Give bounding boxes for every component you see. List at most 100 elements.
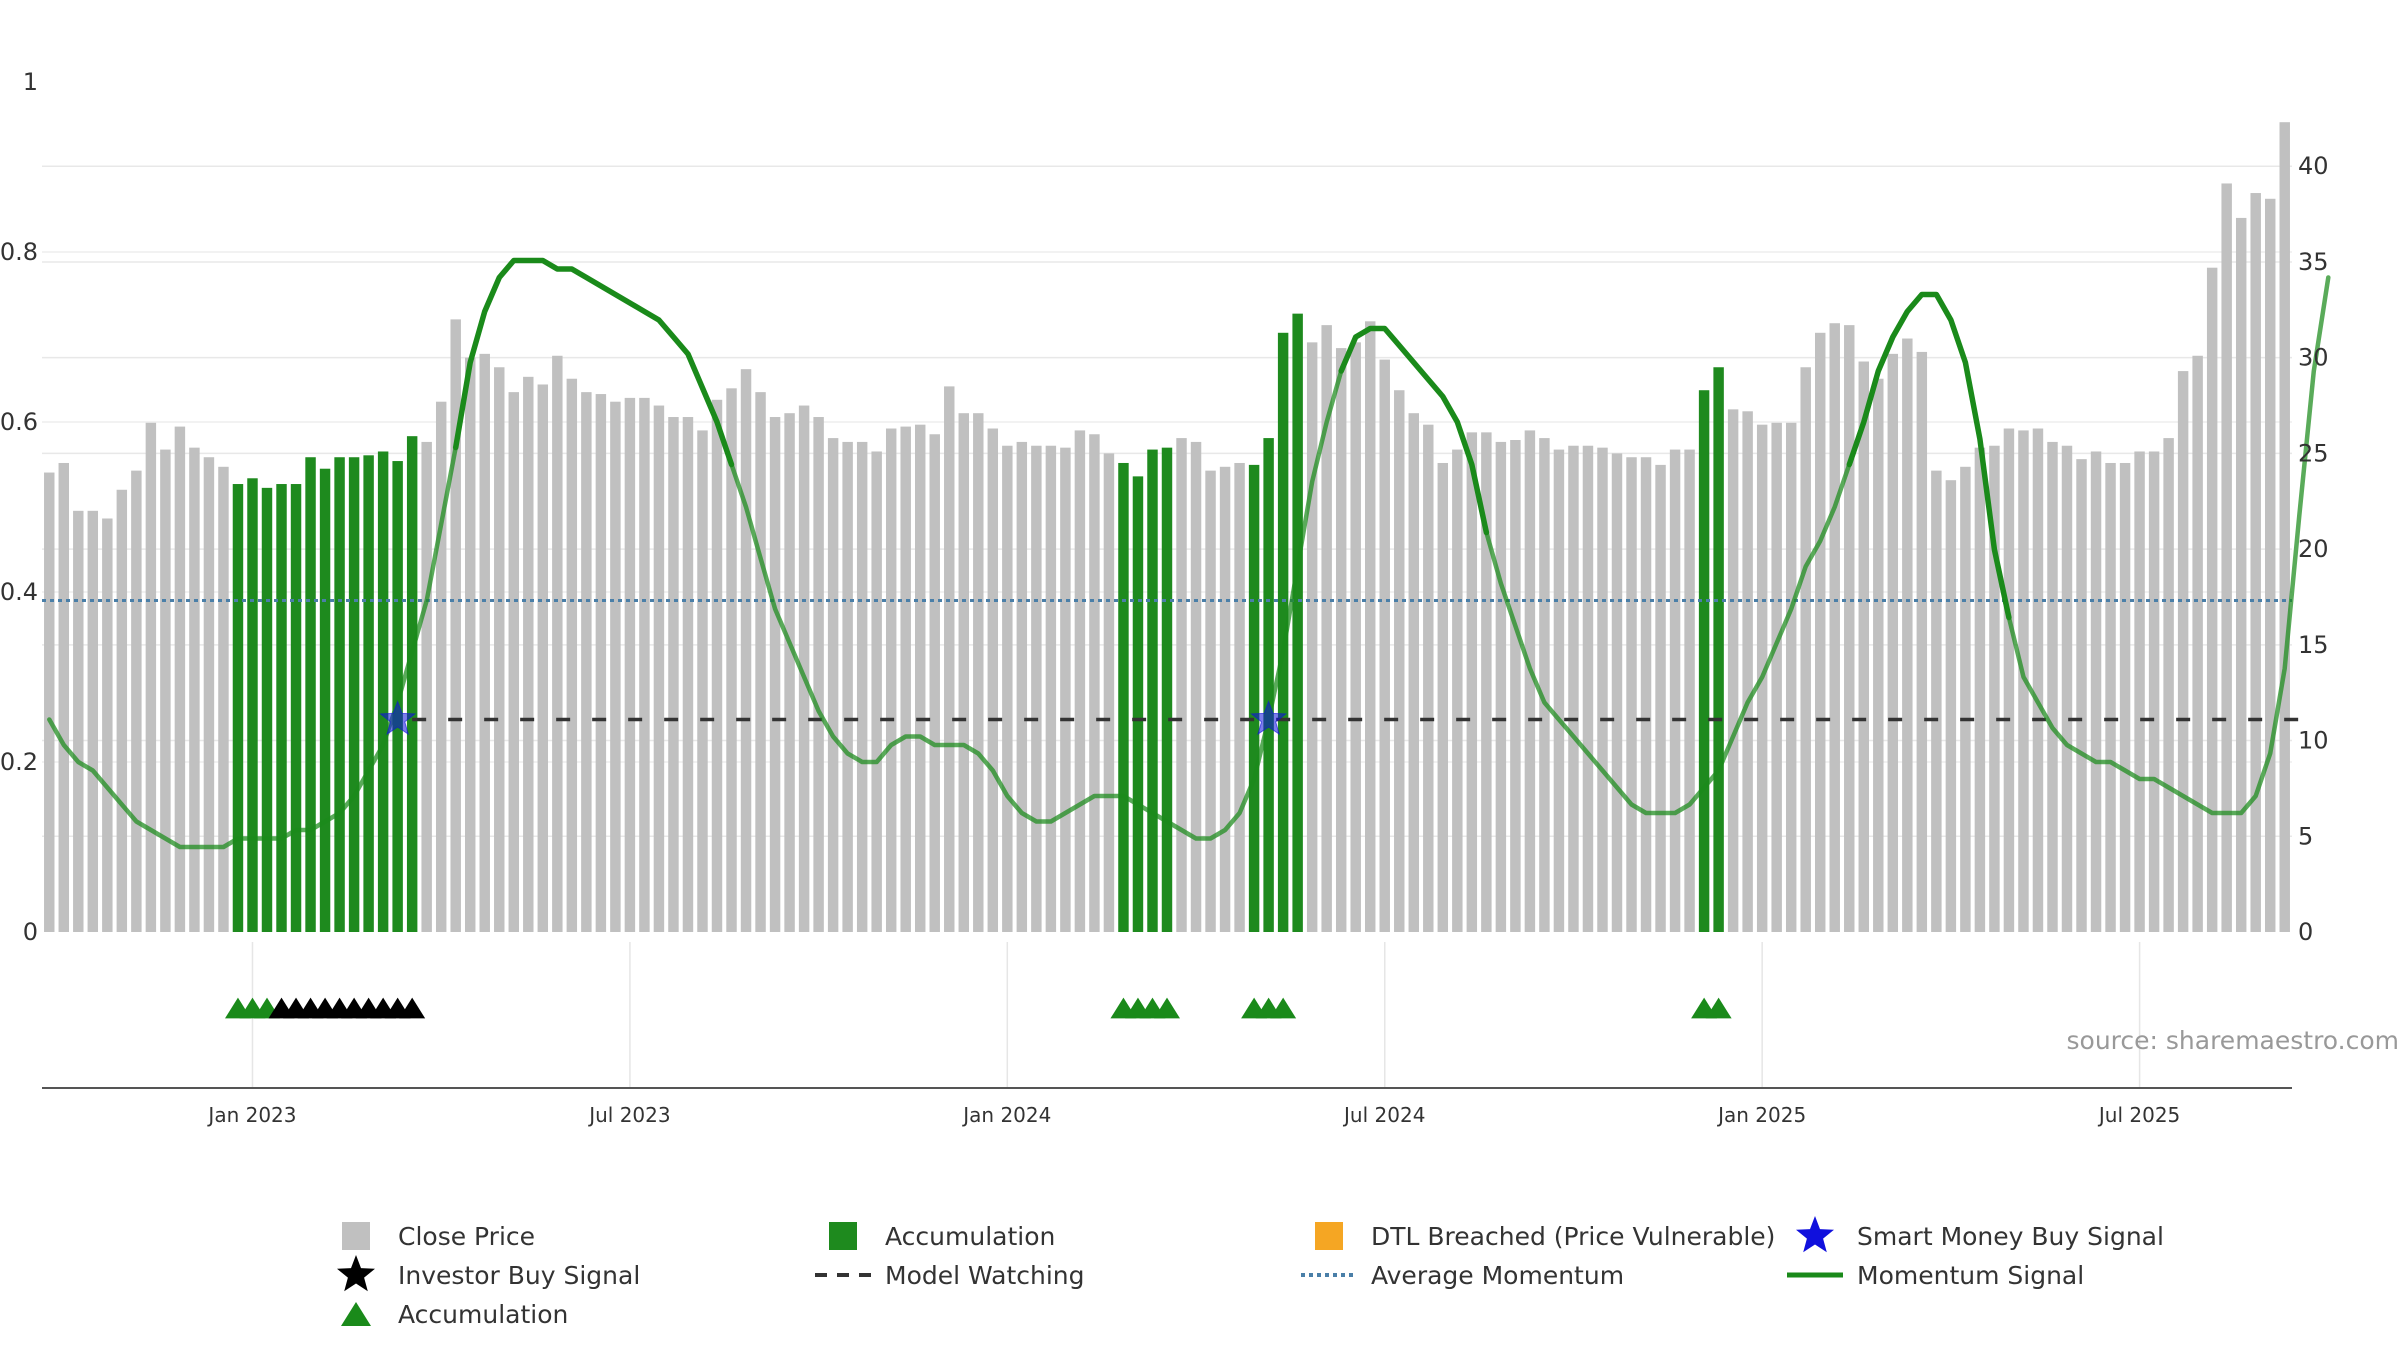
source-label: source: sharemaestro.com: [2067, 1026, 2400, 1055]
close-price-bar: [1887, 353, 1899, 933]
close-price-bar: [1800, 367, 1811, 932]
legend-item: Smart Money Buy Signal: [1796, 1216, 2164, 1253]
momentum-signal-line: [47, 257, 2331, 850]
close-price-bar: [508, 392, 519, 932]
date-tick-label: Jul 2024: [1342, 1103, 1425, 1127]
legend-label: Model Watching: [885, 1261, 1085, 1290]
reference-lines: [42, 599, 2300, 722]
legend: Close Price Accumulation DTL Breached (Pri…: [337, 1216, 2164, 1329]
date-tick-label: Jul 2023: [587, 1103, 670, 1127]
accumulation-bar: [232, 484, 244, 932]
close-price-bar: [523, 376, 534, 932]
left-tick-label: 0.4: [0, 578, 38, 606]
close-price-bar: [1844, 325, 1855, 932]
legend-label: Accumulation: [398, 1300, 568, 1329]
close-price-bar: [1176, 438, 1187, 932]
signal-markers: [224, 997, 1732, 1019]
close-price-bar: [1727, 409, 1739, 932]
close-price-bar: [2047, 441, 2058, 932]
legend-item: DTL Breached (Price Vulnerable): [1315, 1222, 1775, 1251]
close-price-bar: [827, 438, 839, 932]
close-price-bar: [856, 441, 868, 932]
close-price-bar: [1974, 447, 1986, 932]
close-price-bar: [1002, 445, 1013, 932]
close-price-bar: [2076, 459, 2087, 932]
close-price-bar: [900, 426, 911, 932]
close-price-bar: [682, 417, 694, 932]
close-price-bar: [2192, 355, 2203, 932]
close-price-bar: [2250, 193, 2261, 933]
legend-item: Model Watching: [815, 1261, 1085, 1290]
accumulation-bar: [1248, 464, 1260, 932]
date-tick-label: Jul 2025: [2097, 1103, 2180, 1127]
accumulation-bar: [1263, 438, 1274, 932]
close-price-bar: [2279, 122, 2290, 932]
legend-square-icon: [1315, 1222, 1343, 1250]
close-price-bar: [102, 518, 113, 932]
close-price-bar: [1234, 462, 1245, 932]
close-price-bar: [1205, 470, 1216, 932]
close-price-bar: [1785, 422, 1797, 932]
close-price-bar: [189, 447, 200, 932]
accumulation-bar: [348, 457, 360, 932]
close-price-bar: [450, 319, 461, 932]
close-price-bar: [1510, 440, 1521, 932]
close-price-bar: [203, 457, 215, 932]
close-price-bar: [944, 386, 955, 932]
close-price-bar: [1960, 466, 1971, 932]
close-price-bar: [885, 428, 897, 932]
legend-label: Accumulation: [885, 1222, 1055, 1251]
close-price-bar: [1335, 348, 1347, 933]
close-price-bar: [1626, 457, 1637, 932]
legend-item: Accumulation: [829, 1222, 1055, 1251]
close-price-bar: [1829, 323, 1840, 933]
close-price-bar: [160, 449, 171, 932]
accumulation-triangle-marker: [1270, 997, 1297, 1019]
close-price-bar: [653, 405, 665, 932]
close-price-bar: [1742, 411, 1753, 932]
accumulation-bar: [377, 451, 389, 932]
right-tick-label: 35: [2298, 248, 2329, 276]
close-price-bar: [73, 510, 84, 932]
close-price-bar: [1873, 378, 1884, 933]
right-tick-label: 5: [2298, 822, 2313, 850]
date-tick-label: Jan 2025: [1716, 1103, 1806, 1127]
accumulation-bar: [319, 468, 331, 932]
close-price-bar: [1016, 441, 1028, 932]
close-price-bar: [1945, 480, 1957, 932]
close-price-bar: [2235, 217, 2247, 933]
close-price-bar: [479, 353, 490, 933]
close-price-bar: [871, 451, 882, 932]
legend-label: Close Price: [398, 1222, 535, 1251]
close-price-bar: [1655, 464, 1666, 932]
close-price-bar: [2148, 451, 2160, 932]
close-price-bar: [1045, 445, 1057, 932]
close-price-bar: [131, 470, 142, 932]
momentum-signal-emphasis: [1846, 291, 2012, 621]
close-price-bar: [1524, 430, 1536, 932]
close-price-bar: [1481, 432, 1492, 932]
close-price-bar: [1684, 449, 1695, 932]
close-price-bar: [58, 462, 69, 932]
accumulation-bar: [334, 457, 345, 932]
close-price-bar: [987, 428, 999, 932]
smart-money-signals: [379, 700, 1288, 736]
close-price-bar: [798, 405, 810, 932]
close-price-bar: [2105, 462, 2116, 932]
right-tick-label: 10: [2298, 727, 2329, 755]
close-price-bar: [639, 397, 650, 932]
close-price-bar: [668, 417, 679, 932]
close-price-bar: [1379, 359, 1390, 933]
close-price-bar: [1495, 441, 1507, 932]
close-price-bar: [697, 430, 708, 932]
close-price-bar: [1219, 466, 1231, 932]
close-price-bar: [1423, 424, 1434, 932]
close-price-bar: [2163, 438, 2174, 932]
close-price-bar: [1466, 432, 1478, 932]
close-price-bar: [1640, 457, 1652, 932]
close-price-bar: [769, 417, 781, 932]
close-price-bar: [595, 394, 607, 932]
close-price-bar: [784, 413, 795, 932]
